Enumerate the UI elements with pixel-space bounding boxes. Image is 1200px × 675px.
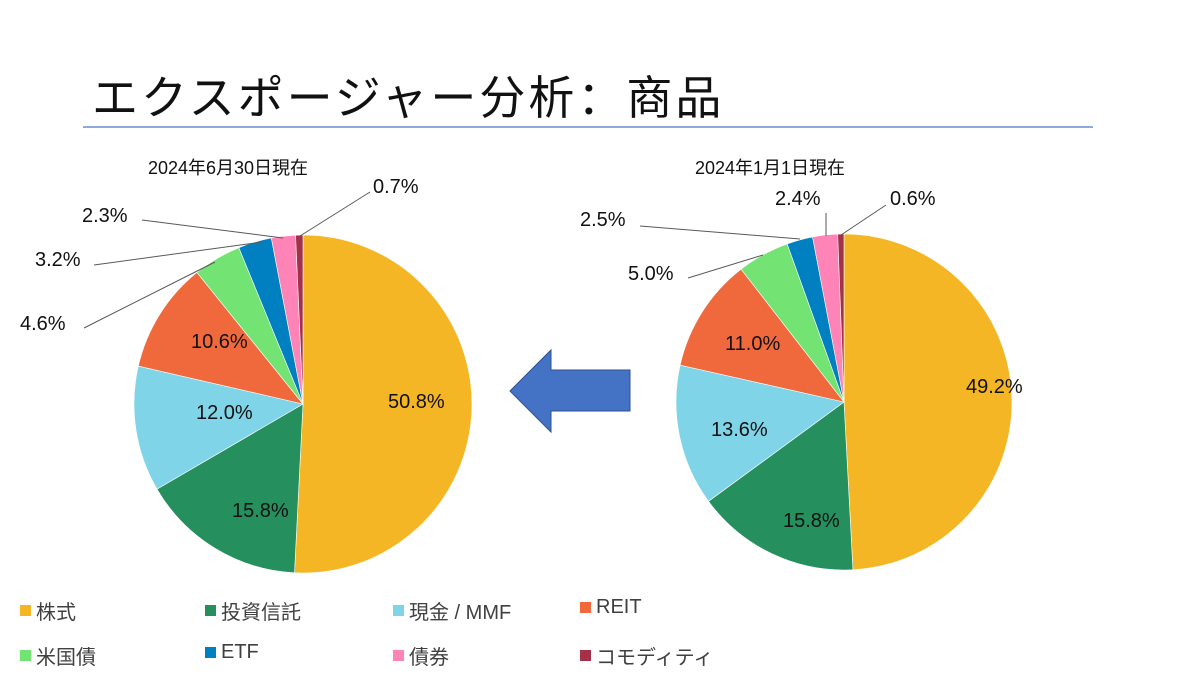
legend-item-bonds: 債券 [393,641,449,670]
title-underline [83,126,1093,128]
pie-slice-stocks [294,234,473,574]
pie-slice-cash-mmf [675,364,845,502]
page-title: エクスポージャー分析：商品 [92,71,725,125]
legend-item-cash-mmf: 現金 / MMF [393,596,511,625]
data-label-stocks: 49.2% [966,376,1023,398]
data-label-bonds: 2.4% [775,188,821,210]
legend-swatch [205,647,216,658]
legend-item-mutual-funds: 投資信託 [205,596,301,625]
pie-slice-commodities [295,234,304,405]
pie-slice-reit [679,268,845,403]
legend-swatch [20,605,31,616]
legend-swatch [393,605,404,616]
legend-label: 債券 [409,647,449,669]
leader-line-commodities [840,204,887,236]
pie-slice-stocks [843,233,1013,571]
legend-swatch [20,650,31,661]
data-label-etf: 2.5% [580,209,626,231]
data-label-mutual-funds: 15.8% [232,500,289,522]
legend-label: コモディティ [596,647,714,669]
legend-label: 投資信託 [221,602,301,624]
legend-label: 株式 [36,602,76,624]
chart-title-january: 2024年1月1日現在 [695,158,845,178]
pie-chart-june: 50.8% 15.8% 12.0% 10.6% 4.6% 3.2%2.3% 0.7% [20,176,473,574]
legend-item-us-treasuries: 米国債 [20,641,96,670]
data-label-etf: 3.2% [35,249,81,271]
legend-label: REIT [596,596,642,618]
leader-line-us-treasuries [83,261,216,329]
legend-item-reit: REIT [580,596,642,619]
pie-slice-cash-mmf [133,365,304,490]
data-label-cash-mmf: 12.0% [196,402,253,424]
data-label-mutual-funds: 15.8% [783,510,840,532]
leader-line-etf [93,241,263,266]
leader-line-us-treasuries [687,254,764,279]
data-label-cash-mmf: 13.6% [711,419,768,441]
data-label-commodities: 0.7% [373,176,419,198]
data-label-stocks: 50.8% [388,391,445,413]
legend-label: 米国債 [36,647,96,669]
legend-swatch [205,605,216,616]
chart-title-june: 2024年6月30日現在 [148,158,308,178]
legend-item-etf: ETF [205,641,259,664]
data-label-commodities: 0.6% [890,188,936,210]
legend-item-commodities: コモディティ [580,641,713,670]
arrow-left-icon [509,348,631,434]
data-label-us-treasuries: 5.0% [628,263,674,285]
pie-slice-mutual-funds [156,403,304,574]
data-label-reit: 10.6% [191,331,248,353]
pie-slice-commodities [837,233,845,403]
pie-slice-reit [137,272,304,405]
pie-slice-mutual-funds [708,401,854,571]
legend-item-stocks: 株式 [20,596,76,625]
legend-label: ETF [221,641,259,663]
legend-swatch [393,650,404,661]
leader-line-etf [639,225,801,240]
leader-line-commodities [299,191,371,237]
data-label-us-treasuries: 4.6% [20,313,66,335]
legend-label: 現金 / MMF [409,602,512,624]
pie-chart-january: 49.2% 15.8% 13.6% 11.0% 5.0% 2.5% 2.4% 0.6% [580,188,1023,571]
data-label-bonds: 2.3% [82,205,128,227]
legend-swatch [580,650,591,661]
legend-swatch [580,602,591,613]
leader-line-bonds [141,219,284,239]
data-label-reit: 11.0% [725,333,780,355]
